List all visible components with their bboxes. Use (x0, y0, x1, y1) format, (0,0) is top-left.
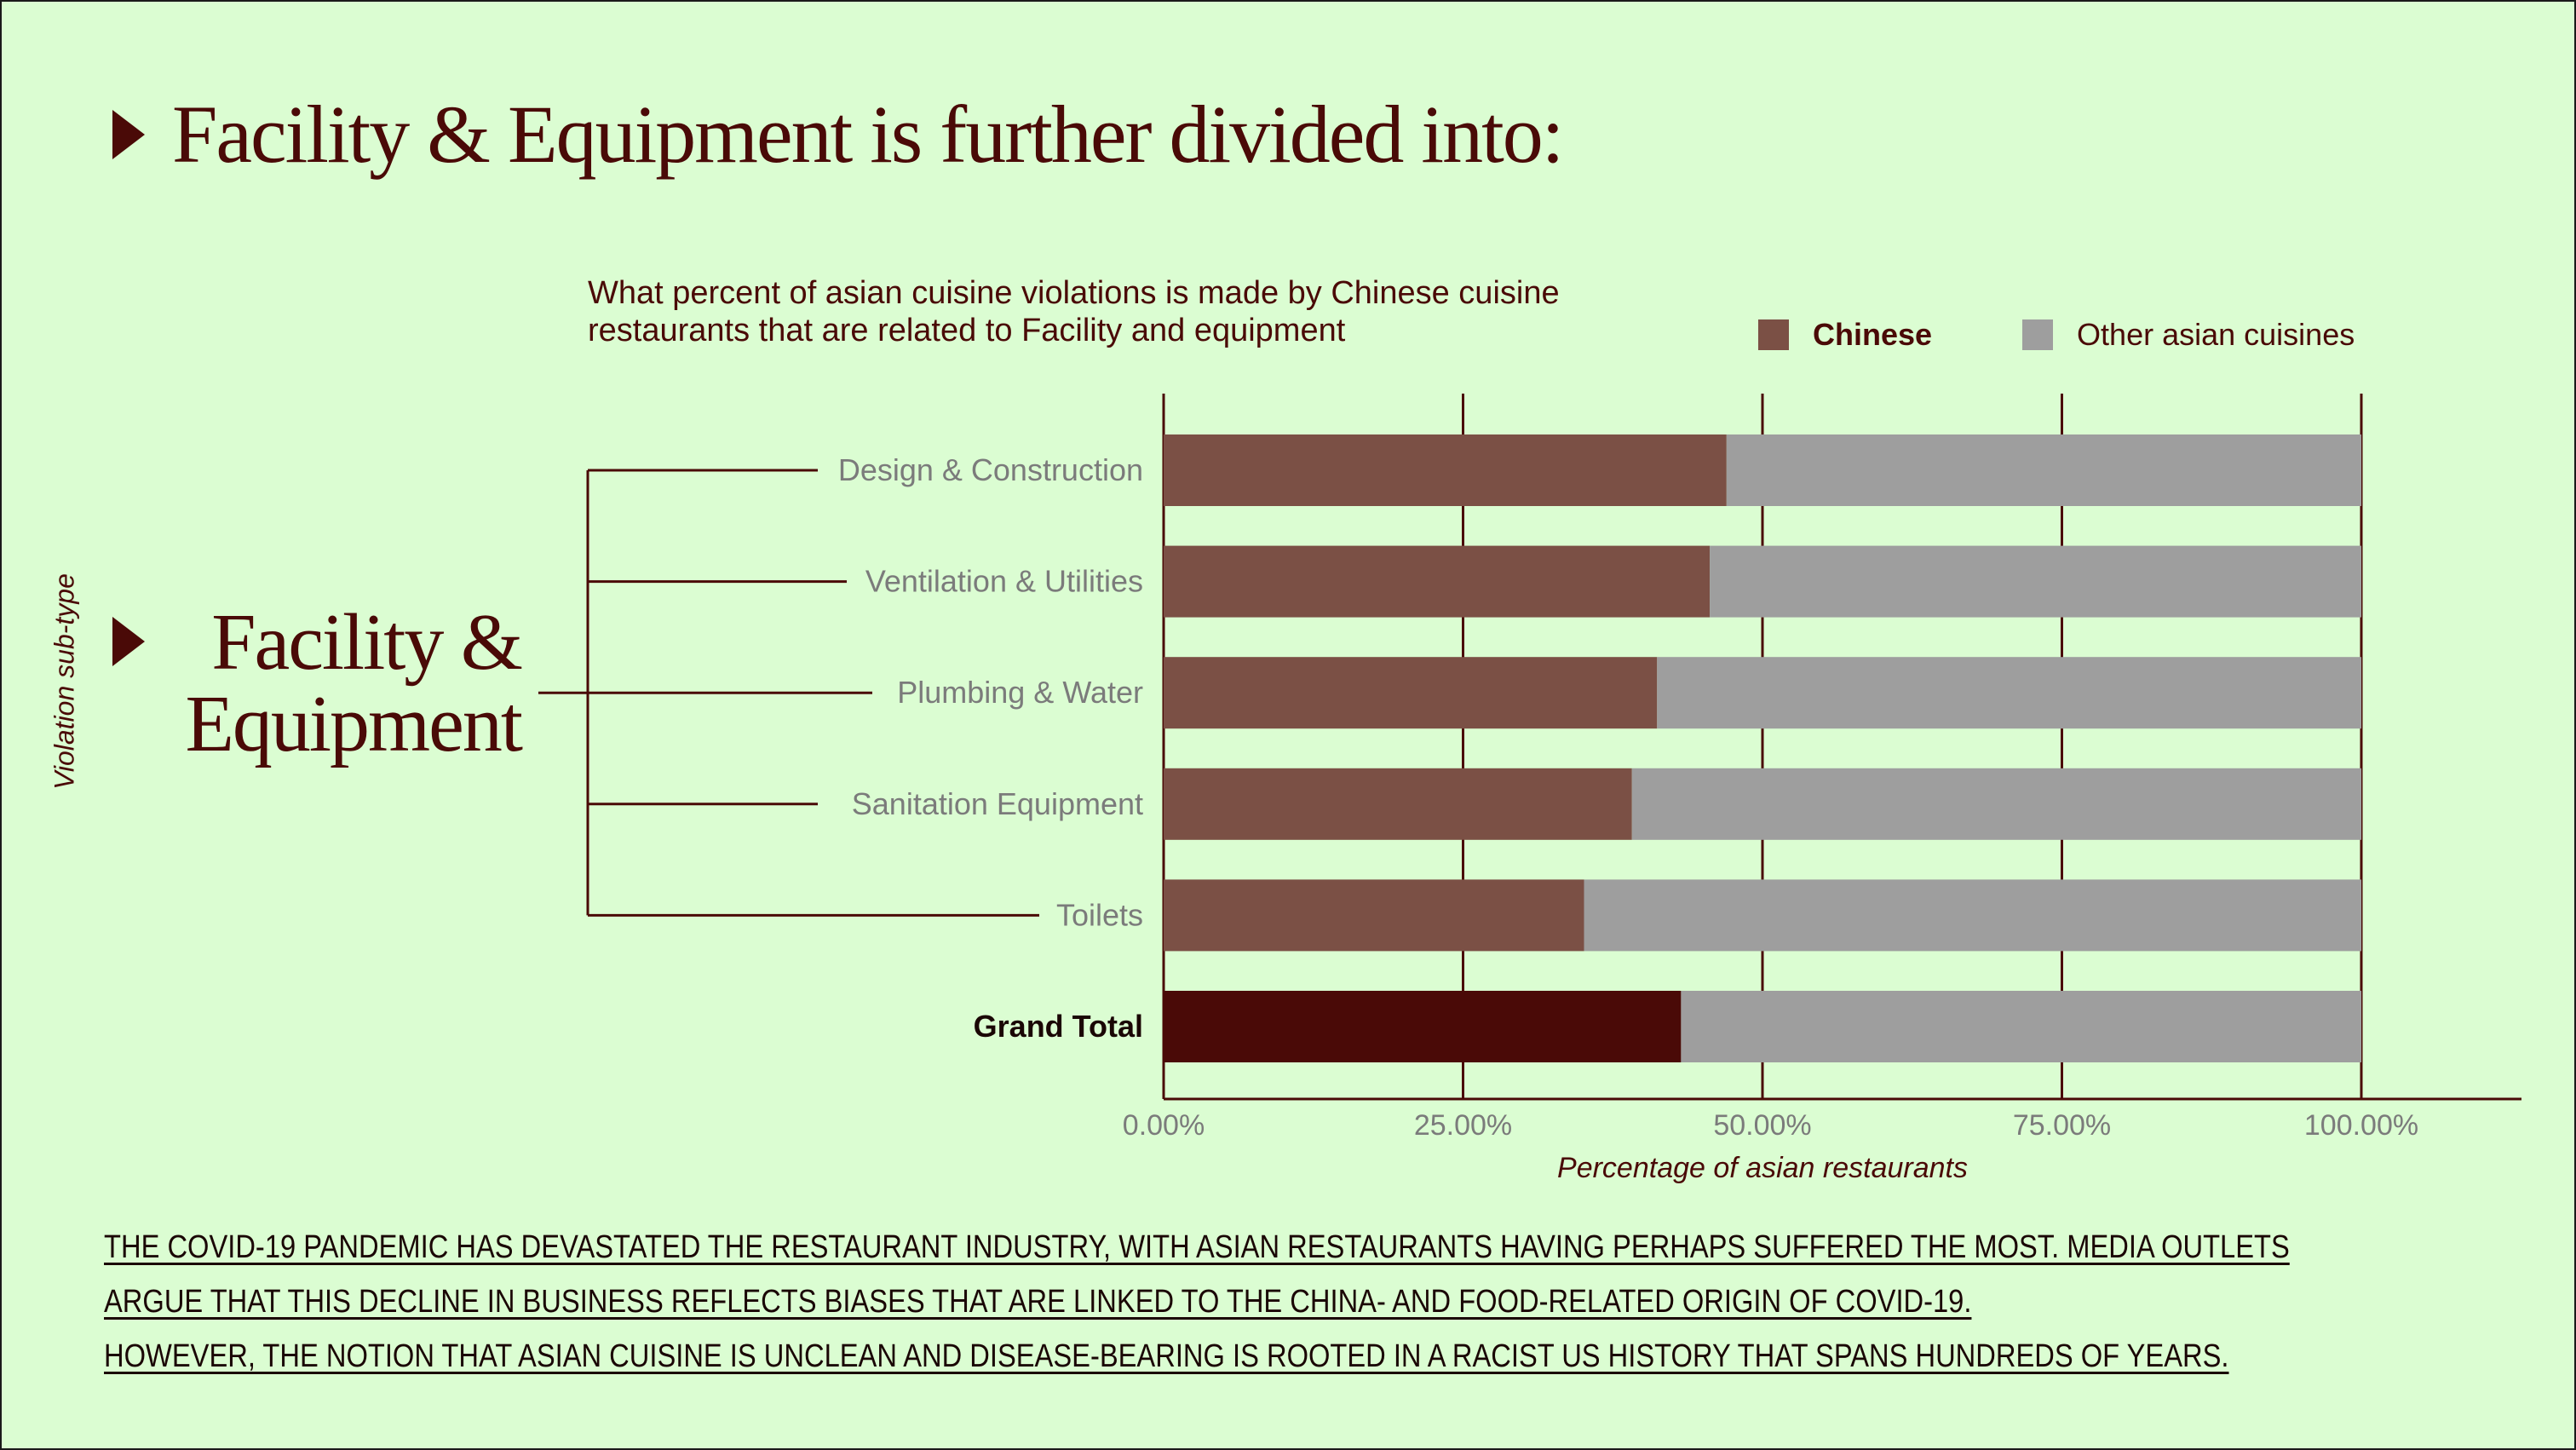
x-tick-label: 100.00% (2304, 1109, 2418, 1142)
bar-chinese (1164, 434, 1727, 506)
y-category-label: Toilets (1056, 897, 1143, 932)
bar-chinese (1164, 657, 1658, 729)
footer-line-2: ARGUE THAT THIS DECLINE IN BUSINESS REFL… (104, 1284, 1972, 1320)
y-category-label: Sanitation Equipment (852, 786, 1143, 821)
footer-text: THE COVID-19 PANDEMIC HAS DEVASTATED THE… (104, 1220, 2536, 1384)
y-category-label: Design & Construction (838, 452, 1143, 487)
footer-line-3: HOWEVER, THE NOTION THAT ASIAN CUISINE I… (104, 1338, 2229, 1374)
x-tick-label: 0.00% (1123, 1109, 1205, 1142)
category-label-line1: Facility & (211, 598, 523, 687)
bar-other (1584, 879, 2361, 952)
bullet-triangle-icon (112, 617, 145, 666)
bar-other (1726, 434, 2361, 506)
legend-item-chinese: Chinese (1758, 317, 1932, 353)
chart-title-line2: restaurants that are related to Facility… (588, 313, 1346, 348)
chart-legend: Chinese Other asian cuisines (1758, 317, 2355, 353)
bar-other (1631, 768, 2361, 840)
footer-line-1: THE COVID-19 PANDEMIC HAS DEVASTATED THE… (104, 1229, 2290, 1265)
bar-chinese (1164, 768, 1632, 840)
bar-other (1657, 657, 2361, 729)
bar-chinese (1164, 879, 1584, 952)
chart-title-line1: What percent of asian cuisine violations… (588, 275, 1560, 311)
legend-swatch-other (2022, 319, 2054, 350)
bar-other (1710, 545, 2361, 618)
y-category-label: Ventilation & Utilities (865, 564, 1143, 599)
legend-label-other: Other asian cuisines (2077, 317, 2355, 352)
x-tick-label: 75.00% (2013, 1109, 2111, 1142)
x-tick-label: 50.00% (1713, 1109, 1811, 1142)
bar-chinese (1164, 991, 1682, 1062)
x-axis-title: Percentage of asian restaurants (1557, 1152, 1968, 1184)
category-label-line2: Equipment (185, 680, 524, 768)
slide-headline: Facility & Equipment is further divided … (112, 87, 1564, 181)
y-category-label: Plumbing & Water (897, 675, 1143, 710)
legend-item-other: Other asian cuisines (2022, 317, 2355, 353)
category-label: Facility & Equipment (153, 598, 524, 768)
bar-other (1681, 991, 2361, 1062)
legend-swatch-chinese (1758, 319, 1789, 350)
legend-label-chinese: Chinese (1813, 317, 1933, 352)
chart-title: What percent of asian cuisine violations… (588, 274, 1695, 349)
headline-text: Facility & Equipment is further divided … (172, 89, 1564, 180)
y-category-label: Grand Total (974, 1009, 1143, 1044)
x-tick-label: 25.00% (1414, 1109, 1512, 1142)
bar-chinese (1164, 545, 1711, 618)
bullet-triangle-icon (112, 109, 145, 159)
